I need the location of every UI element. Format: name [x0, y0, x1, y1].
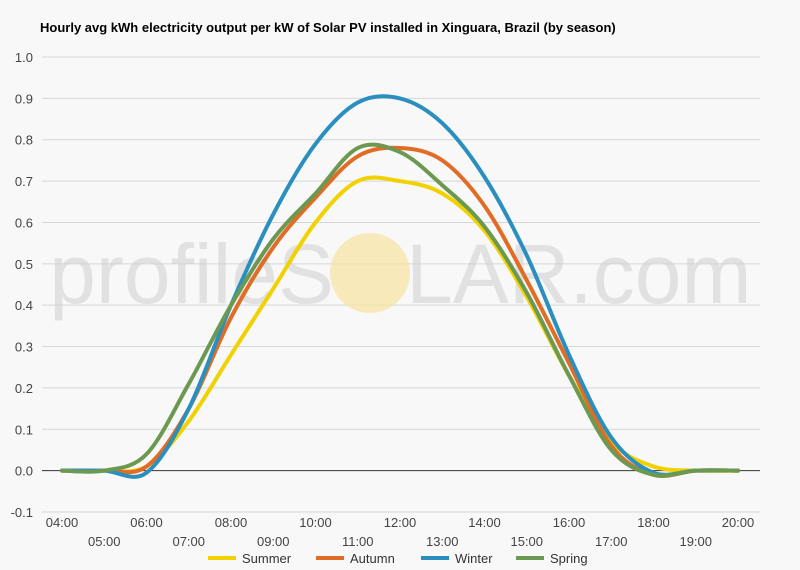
legend: Summer Autumn Winter Spring	[208, 551, 588, 566]
y-tick-label: 0.5	[15, 257, 33, 272]
x-tick-label: 18:00	[637, 515, 670, 530]
y-axis: -0.1 0.0 0.1 0.2 0.3 0.4 0.5 0.6 0.7 0.8 0.9 1.0	[11, 50, 33, 520]
x-tick-label: 09:00	[257, 534, 290, 549]
y-tick-label: 0.2	[15, 381, 33, 396]
x-axis: 04:00 05:00 06:00 07:00 08:00 09:00 10:00 11:00…	[46, 515, 755, 549]
y-tick-label: 0.3	[15, 340, 33, 355]
x-tick-label: 13:00	[426, 534, 459, 549]
y-tick-label: -0.1	[11, 505, 33, 520]
y-tick-label: 0.6	[15, 215, 33, 230]
series-line-winter	[60, 94, 740, 479]
watermark-text-right: LAR.com	[406, 227, 751, 321]
y-tick-label: 0.0	[15, 464, 33, 479]
x-tick-label: 16:00	[553, 515, 586, 530]
y-tick-label: 0.1	[15, 422, 33, 437]
x-tick-label: 11:00	[342, 534, 374, 549]
watermark-sun	[330, 233, 410, 313]
x-tick-label: 15:00	[510, 534, 543, 549]
x-tick-label: 12:00	[384, 515, 417, 530]
y-tick-label: 0.7	[15, 174, 33, 189]
watermark-text-left: profileS	[49, 227, 334, 321]
x-tick-label: 07:00	[172, 534, 205, 549]
legend-label: Summer	[242, 551, 292, 566]
x-tick-label: 20:00	[722, 515, 755, 530]
legend-label: Spring	[550, 551, 588, 566]
x-tick-label: 08:00	[215, 515, 248, 530]
x-tick-label: 17:00	[595, 534, 628, 549]
y-tick-label: 0.8	[15, 133, 33, 148]
legend-label: Autumn	[350, 551, 395, 566]
y-tick-label: 1.0	[15, 50, 33, 65]
series-lines	[60, 94, 740, 479]
x-tick-label: 19:00	[679, 534, 712, 549]
y-tick-label: 0.4	[15, 298, 33, 313]
y-tick-label: 0.9	[15, 91, 33, 106]
watermark: profileS LAR.com	[49, 227, 751, 321]
legend-label: Winter	[455, 551, 493, 566]
series-line-spring	[60, 142, 740, 478]
x-tick-label: 10:00	[299, 515, 332, 530]
x-tick-label: 06:00	[130, 515, 163, 530]
x-tick-label: 04:00	[46, 515, 79, 530]
x-tick-label: 14:00	[468, 515, 501, 530]
x-tick-label: 05:00	[88, 534, 121, 549]
chart-title: Hourly avg kWh electricity output per kW…	[40, 20, 616, 35]
